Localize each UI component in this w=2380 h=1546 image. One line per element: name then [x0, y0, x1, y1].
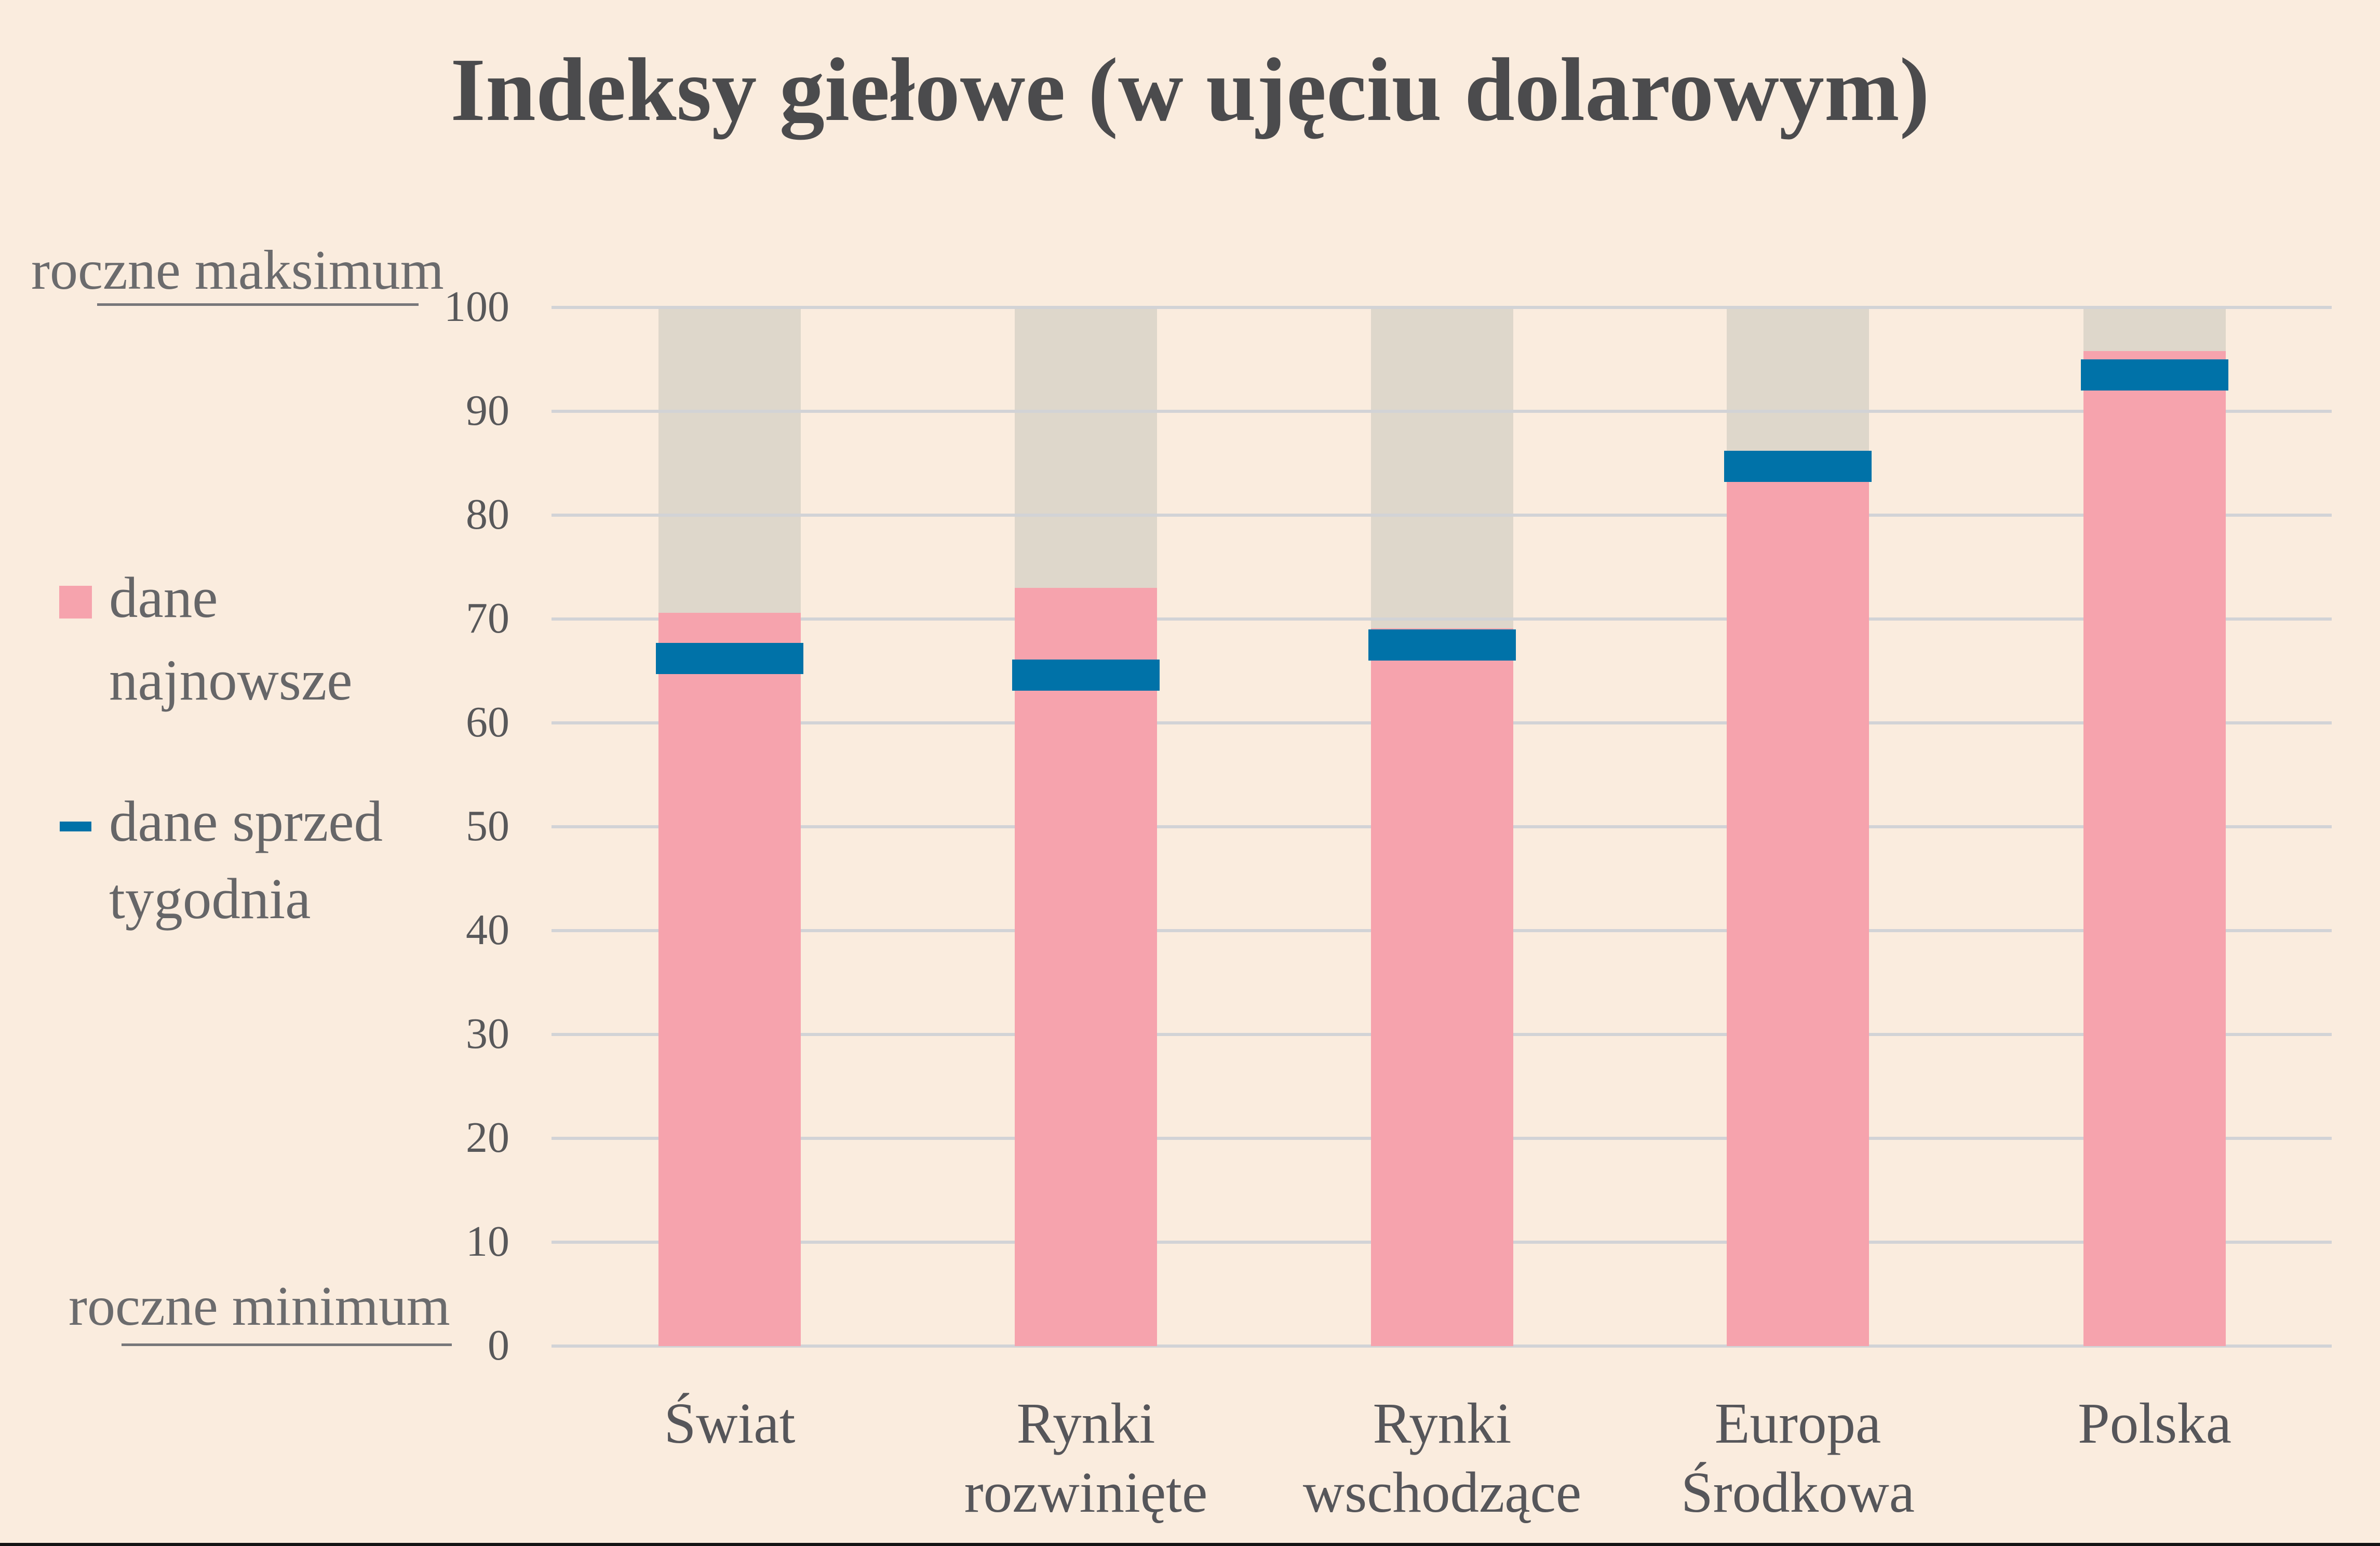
legend-swatch-latest	[59, 586, 92, 619]
legend-label-week-ago-line1: dane sprzed	[109, 790, 383, 854]
latest-bar	[2083, 351, 2226, 1346]
ytick-0: 0	[488, 1321, 509, 1370]
ytick-30: 30	[466, 1010, 509, 1058]
ytick-20: 20	[466, 1113, 509, 1162]
annotation-max-line	[97, 303, 419, 306]
legend-label-week-ago-line2: tygodnia	[109, 867, 311, 932]
gridline-0	[552, 1345, 2332, 1348]
xtick-label: Rynki	[1016, 1392, 1155, 1456]
xtick-label: Rynki	[1373, 1392, 1512, 1456]
ytick-60: 60	[466, 698, 509, 747]
legend-label-latest-line2: najnowsze	[109, 649, 353, 713]
annotation-min-label: roczne minimum	[69, 1275, 450, 1337]
gridline-90	[552, 410, 2332, 413]
legend-swatch-week-ago	[60, 822, 91, 831]
week-ago-dash	[1724, 451, 1872, 482]
week-ago-dash	[2081, 359, 2228, 391]
week-ago-dash	[1012, 660, 1160, 691]
bottom-border	[0, 1543, 2380, 1546]
latest-bar	[1371, 628, 1513, 1346]
gridline-80	[552, 514, 2332, 517]
xtick-label: Świat	[664, 1392, 796, 1456]
xtick-label: wschodzące	[1302, 1461, 1582, 1525]
ytick-70: 70	[466, 594, 509, 643]
chart-title: Indeksy giełowe (w ujęciu dolarowym)	[450, 39, 1930, 140]
ytick-10: 10	[466, 1217, 509, 1266]
week-ago-dash	[1368, 629, 1516, 661]
ytick-40: 40	[466, 906, 509, 955]
annotation-min-line	[122, 1343, 452, 1346]
xtick-label: rozwinięte	[964, 1461, 1208, 1525]
gridline-70	[552, 617, 2332, 621]
ytick-100: 100	[444, 283, 509, 331]
annotation-max-label: roczne maksimum	[31, 239, 444, 301]
xtick-label: Środkowa	[1680, 1461, 1915, 1525]
xtick-label: Europa	[1714, 1392, 1881, 1456]
gridline-100	[552, 306, 2332, 309]
xtick-label: Polska	[2077, 1392, 2232, 1456]
latest-bar	[1015, 588, 1157, 1346]
week-ago-dash	[656, 643, 803, 674]
ytick-80: 80	[466, 490, 509, 539]
ytick-90: 90	[466, 386, 509, 435]
latest-bar	[1727, 479, 1869, 1346]
latest-bar	[658, 613, 801, 1346]
ytick-50: 50	[466, 802, 509, 851]
legend-label-latest-line1: dane	[109, 566, 218, 630]
